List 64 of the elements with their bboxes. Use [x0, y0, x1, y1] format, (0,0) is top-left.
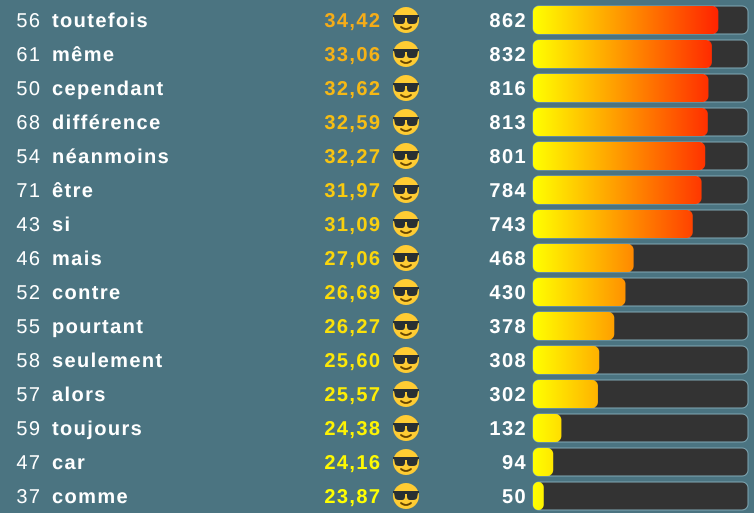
y-tick-label: toutefois: [52, 10, 150, 32]
y-tick-label: différence: [52, 112, 162, 134]
y-tick-label: contre: [52, 282, 122, 304]
y2-tick-label: 54: [16, 146, 42, 168]
text: 32,27: [324, 146, 382, 168]
y2-tick-label: 59: [16, 418, 42, 440]
text: 31,09: [324, 214, 382, 236]
y-tick-label: pourtant: [52, 316, 144, 338]
data-label: 378: [489, 316, 527, 338]
y-tick-label: toujours: [52, 418, 144, 440]
bar: [533, 414, 562, 442]
y2-tick-label: 61: [16, 44, 42, 66]
data-label: 813: [489, 112, 527, 134]
data-label: 50: [502, 486, 527, 508]
bar: [533, 380, 598, 408]
y-tick-label: seulement: [52, 350, 164, 372]
y2-tick-label: 37: [16, 486, 42, 508]
text: 33,06: [324, 44, 382, 66]
y-tick-label: mais: [52, 248, 104, 270]
y-tick-label: être: [52, 180, 94, 202]
text: 24,38: [324, 418, 382, 440]
text: 26,69: [324, 282, 382, 304]
data-label: 430: [489, 282, 527, 304]
y2-tick-label: 71: [16, 180, 42, 202]
y-tick-label: comme: [52, 486, 130, 508]
data-label: 784: [489, 180, 527, 202]
data-label: 302: [489, 384, 527, 406]
y-tick-label: cependant: [52, 78, 165, 100]
data-label: 832: [489, 44, 527, 66]
bar: [533, 346, 600, 374]
y2-tick-label: 55: [16, 316, 42, 338]
data-label: 94: [502, 452, 527, 474]
y2-tick-label: 47: [16, 452, 42, 474]
text: 23,87: [324, 486, 382, 508]
text: 32,59: [324, 112, 382, 134]
data-label: 862: [489, 10, 527, 32]
data-label: 801: [489, 146, 527, 168]
y-tick-label: si: [52, 214, 72, 236]
data-label: 132: [489, 418, 527, 440]
y-tick-label: car: [52, 452, 86, 474]
y-tick-label: même: [52, 44, 116, 66]
y2-tick-label: 50: [16, 78, 42, 100]
text: 32,62: [324, 78, 382, 100]
y-tick-label: néanmoins: [52, 146, 170, 168]
text: 31,97: [324, 180, 382, 202]
y2-tick-label: 57: [16, 384, 42, 406]
y2-tick-label: 43: [16, 214, 42, 236]
text: 25,60: [324, 350, 382, 372]
text: 25,57: [324, 384, 382, 406]
data-label: 468: [489, 248, 527, 270]
data-label: 743: [489, 214, 527, 236]
text: 24,16: [324, 452, 382, 474]
y2-tick-label: 52: [16, 282, 42, 304]
text: 26,27: [324, 316, 382, 338]
y2-tick-label: 46: [16, 248, 42, 270]
y2-tick-label: 56: [16, 10, 42, 32]
text: 34,42: [324, 10, 382, 32]
text: 27,06: [324, 248, 382, 270]
y2-tick-label: 58: [16, 350, 42, 372]
data-label: 816: [489, 78, 527, 100]
y2-tick-label: 68: [16, 112, 42, 134]
data-label: 308: [489, 350, 527, 372]
bar: [533, 448, 554, 476]
y-tick-label: alors: [52, 384, 107, 406]
